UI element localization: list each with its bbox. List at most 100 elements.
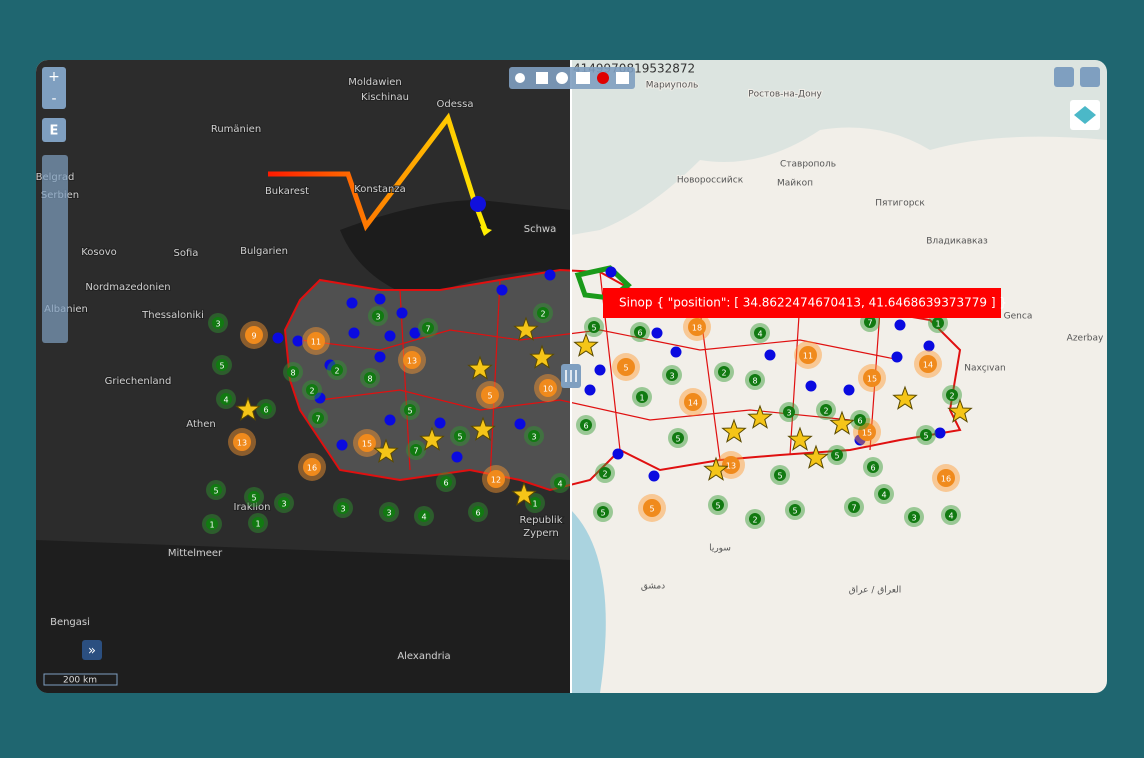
star-marker xyxy=(787,426,813,451)
fullscreen-button[interactable] xyxy=(1080,67,1100,87)
cluster-green xyxy=(712,499,724,511)
place-label: Mittelmeer xyxy=(168,548,223,559)
cluster-orange xyxy=(245,326,263,344)
cluster-green xyxy=(588,321,600,333)
tooltip-box xyxy=(603,288,1001,318)
place-label: Bukarest xyxy=(265,186,309,197)
star-marker xyxy=(747,404,773,429)
point-marker xyxy=(336,439,348,451)
toolbar xyxy=(509,67,635,89)
star-marker xyxy=(573,332,599,357)
point-marker xyxy=(292,335,304,347)
point-marker xyxy=(396,307,408,319)
point-marker xyxy=(843,384,855,396)
place-label: Genca xyxy=(1004,312,1033,322)
tool-marker[interactable] xyxy=(515,73,525,83)
star-marker xyxy=(419,426,445,451)
cluster-green xyxy=(372,310,384,322)
point-marker xyxy=(894,319,906,331)
cluster-count: 5 xyxy=(777,472,782,481)
cluster-count: 6 xyxy=(637,329,642,338)
point-marker xyxy=(374,351,386,363)
tool-record[interactable] xyxy=(597,72,609,84)
cluster-count: 5 xyxy=(834,452,839,461)
cluster-green xyxy=(206,518,218,530)
cluster-orange xyxy=(539,379,557,397)
zoom-slider[interactable] xyxy=(42,155,68,343)
cluster-count: 5 xyxy=(591,324,596,333)
cluster-count: 3 xyxy=(531,433,536,442)
point-marker xyxy=(648,470,660,482)
cluster-orange xyxy=(684,393,702,411)
cluster-count: 9 xyxy=(251,332,256,341)
cluster-count: 5 xyxy=(923,432,928,441)
cluster-green xyxy=(908,511,920,523)
place-label: Пятигорск xyxy=(875,199,925,209)
place-label: Мариуполь xyxy=(646,81,699,91)
cluster-count: 8 xyxy=(290,369,295,378)
tool-flag[interactable] xyxy=(536,72,548,84)
tool-print[interactable] xyxy=(616,72,629,84)
place-label: Iraklion xyxy=(234,502,271,513)
cluster-count: 7 xyxy=(851,504,856,513)
cluster-green xyxy=(672,432,684,444)
home-button[interactable] xyxy=(1054,67,1074,87)
cluster-count: 3 xyxy=(375,313,380,322)
cluster-green xyxy=(287,366,299,378)
point-marker xyxy=(314,392,326,404)
cluster-green xyxy=(260,403,272,415)
cluster-green xyxy=(418,510,430,522)
cluster-count: 7 xyxy=(315,415,320,424)
zoom-out[interactable]: - xyxy=(51,91,56,107)
cluster-green xyxy=(306,384,318,396)
expand-button[interactable]: » xyxy=(88,644,96,659)
star-marker xyxy=(513,316,539,341)
cluster-count: 5 xyxy=(251,494,256,503)
cluster-count: 13 xyxy=(407,357,417,366)
cluster-green xyxy=(754,327,766,339)
cluster-green xyxy=(636,391,648,403)
cluster-count: 5 xyxy=(715,502,720,511)
point-marker xyxy=(514,418,526,430)
place-label: Bengasi xyxy=(50,617,90,628)
cluster-green xyxy=(537,307,549,319)
cluster-green xyxy=(454,430,466,442)
track-point xyxy=(470,196,486,212)
cluster-count: 3 xyxy=(669,372,674,381)
star-marker xyxy=(511,481,537,506)
zoom-control xyxy=(42,67,66,109)
cluster-count: 7 xyxy=(413,447,418,456)
place-label: العراق / عراق xyxy=(849,586,902,596)
cluster-green xyxy=(337,502,349,514)
tool-menu[interactable] xyxy=(576,72,590,84)
point-marker xyxy=(594,364,606,376)
cluster-green xyxy=(440,476,452,488)
zoom-in[interactable]: + xyxy=(48,69,60,85)
cluster-green xyxy=(278,497,290,509)
place-label: Odessa xyxy=(437,99,474,110)
star-marker xyxy=(803,444,829,469)
cluster-orange xyxy=(303,458,321,476)
cluster-green xyxy=(634,326,646,338)
point-marker xyxy=(384,330,396,342)
tool-drop[interactable] xyxy=(556,72,568,84)
cluster-green xyxy=(945,509,957,521)
track-arrow xyxy=(480,226,492,236)
point-marker xyxy=(434,417,446,429)
cluster-count: 2 xyxy=(309,387,314,396)
cluster-count: 4 xyxy=(948,512,953,521)
place-label: Moldawien xyxy=(348,77,401,88)
cluster-green xyxy=(248,491,260,503)
point-marker xyxy=(384,414,396,426)
cluster-count: 2 xyxy=(752,516,757,525)
cluster-count: 6 xyxy=(263,406,268,415)
cluster-count: 11 xyxy=(311,338,321,347)
cluster-orange xyxy=(937,469,955,487)
cluster-count: 5 xyxy=(213,487,218,496)
cluster-count: 14 xyxy=(688,399,698,408)
place-label: Ставрополь xyxy=(780,160,836,170)
cluster-count: 8 xyxy=(752,377,757,386)
edit-button[interactable]: E xyxy=(50,124,59,139)
cluster-green xyxy=(749,513,761,525)
